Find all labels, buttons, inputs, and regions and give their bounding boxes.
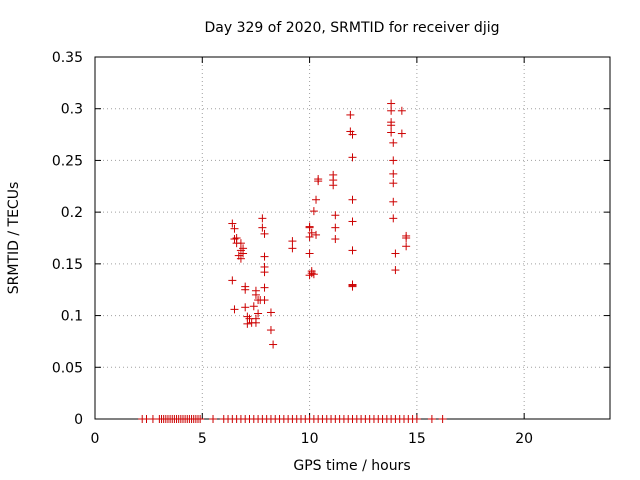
- data-point: [397, 106, 406, 115]
- data-point: [387, 121, 396, 130]
- data-point: [251, 318, 260, 327]
- data-point: [387, 106, 396, 115]
- data-point: [329, 181, 338, 190]
- data-point: [288, 237, 297, 246]
- data-point: [258, 223, 267, 232]
- data-point: [236, 254, 245, 263]
- data-point: [305, 223, 314, 232]
- data-point: [305, 232, 314, 241]
- grid-lines: [95, 57, 610, 419]
- plot-frame: [94, 56, 611, 420]
- data-point: [314, 175, 323, 184]
- data-point: [307, 228, 316, 237]
- data-point: [288, 244, 297, 253]
- data-point: [228, 219, 237, 228]
- x-tick-label: 5: [198, 431, 207, 447]
- data-point: [331, 223, 340, 232]
- data-point: [348, 130, 357, 139]
- data-point: [312, 195, 321, 204]
- data-point: [348, 246, 357, 255]
- data-point: [402, 234, 411, 242]
- y-tick-label: 0.1: [61, 309, 83, 325]
- data-point: [346, 110, 355, 119]
- data-point: [389, 197, 398, 206]
- data-point: [397, 129, 406, 138]
- data-point: [305, 249, 314, 258]
- data-point: [228, 276, 237, 285]
- y-tick-label: 0.35: [52, 50, 83, 66]
- y-tick-label: 0.2: [61, 205, 83, 221]
- x-tick-label: 0: [91, 431, 100, 447]
- data-point: [348, 282, 357, 291]
- data-point: [266, 326, 275, 335]
- data-point: [239, 249, 248, 258]
- data-point: [307, 269, 316, 278]
- data-point: [260, 283, 269, 292]
- data-point: [348, 153, 357, 162]
- x-axis-label: GPS time / hours: [293, 458, 410, 474]
- data-point: [391, 266, 400, 275]
- data-point: [241, 285, 250, 294]
- data-point: [389, 214, 398, 223]
- y-tick-label: 0.15: [52, 257, 83, 273]
- data-points: [138, 99, 447, 423]
- data-point: [269, 340, 278, 349]
- data-point: [230, 224, 239, 233]
- data-point: [389, 179, 398, 188]
- data-point: [230, 305, 239, 314]
- data-point: [309, 270, 318, 279]
- data-point: [389, 138, 398, 147]
- chart-title: Day 329 of 2020, SRMTID for receiver dji…: [205, 20, 500, 36]
- data-point: [241, 303, 250, 312]
- data-point: [391, 249, 400, 258]
- data-point: [312, 230, 321, 239]
- x-tick-label: 20: [515, 431, 533, 447]
- data-point: [389, 169, 398, 178]
- data-point: [438, 415, 447, 423]
- data-point: [260, 296, 269, 305]
- data-point: [348, 217, 357, 226]
- data-point: [254, 309, 263, 318]
- data-point: [260, 268, 269, 277]
- y-axis-label: SRMTID / TECUs: [6, 182, 22, 295]
- data-point: [232, 234, 241, 242]
- data-point: [331, 211, 340, 220]
- data-point: [305, 271, 314, 280]
- x-tick-label: 10: [301, 431, 319, 447]
- y-tick-label: 0.25: [52, 153, 83, 169]
- data-point: [402, 242, 411, 251]
- data-point: [249, 302, 258, 311]
- data-point: [348, 195, 357, 204]
- data-point: [260, 229, 269, 238]
- axis-ticks: 0 5 10 15 20 0 0.05 0.1 0.15 0.2 0.25 0.3 0.35: [52, 50, 610, 447]
- data-point: [243, 319, 252, 328]
- data-point: [230, 235, 239, 244]
- data-point: [387, 128, 396, 137]
- data-point: [209, 415, 218, 423]
- data-point: [260, 252, 269, 261]
- data-point: [251, 286, 260, 295]
- data-point: [243, 312, 252, 321]
- data-point: [236, 239, 245, 248]
- y-tick-label: 0.05: [52, 360, 83, 376]
- data-point: [309, 207, 318, 216]
- data-point: [412, 415, 421, 423]
- data-point: [427, 415, 436, 423]
- data-point: [389, 156, 398, 165]
- y-tick-label: 0.3: [61, 102, 83, 118]
- data-point: [387, 99, 396, 108]
- data-point: [196, 415, 205, 423]
- x-tick-label: 15: [408, 431, 426, 447]
- data-point: [266, 308, 275, 317]
- data-point: [258, 214, 267, 223]
- data-point: [331, 235, 340, 244]
- y-tick-label: 0: [74, 412, 83, 428]
